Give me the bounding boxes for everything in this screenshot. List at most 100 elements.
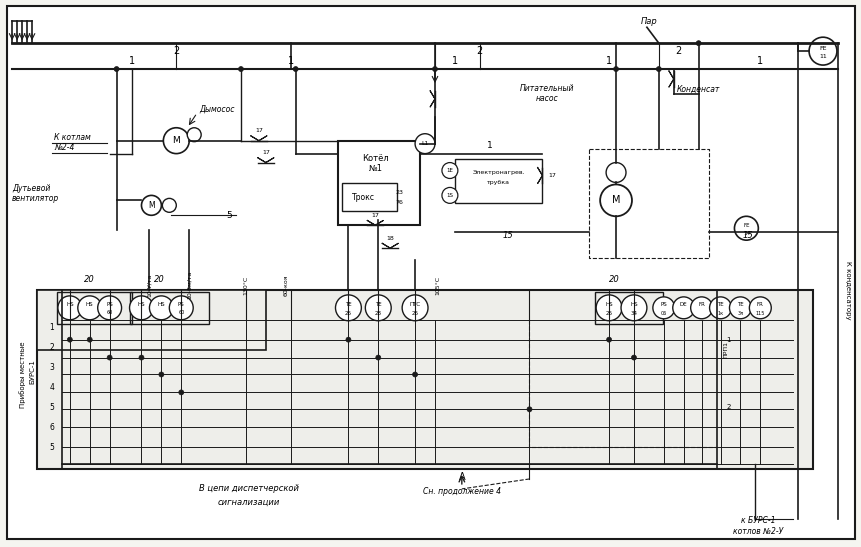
Text: сигнализации: сигнализации [218,497,280,507]
Text: 1: 1 [128,56,134,66]
Text: вентилятор: вентилятор [12,194,59,203]
Circle shape [652,297,674,319]
Circle shape [149,296,173,320]
Circle shape [526,407,531,412]
Text: БУРС-1: БУРС-1 [29,359,35,384]
Circle shape [107,355,112,360]
Circle shape [77,296,102,320]
Text: FE: FE [742,223,749,228]
Bar [342,183,397,211]
Circle shape [293,67,298,72]
Bar [37,290,265,350]
Circle shape [335,295,361,321]
Circle shape [596,295,622,321]
Text: Сн. продолжение 4: Сн. продолжение 4 [423,487,500,496]
Text: 60-коя: 60-коя [283,274,288,296]
Text: №2-4: №2-4 [54,143,74,152]
Circle shape [139,355,144,360]
Circle shape [402,295,428,321]
Text: 2: 2 [173,46,179,56]
Circle shape [412,372,417,377]
Text: котлов №2-У: котлов №2-У [733,527,783,536]
Bar [594,292,662,324]
Text: М: М [611,195,620,205]
Text: 1: 1 [486,141,492,150]
Text: 10-3м/та: 10-3м/та [187,271,191,299]
Text: 1к: 1к [716,311,722,316]
Text: PS: PS [660,302,666,307]
Circle shape [442,162,457,178]
Circle shape [709,297,731,319]
Text: 26: 26 [605,311,612,316]
Text: 2: 2 [675,46,681,56]
Bar [57,292,132,324]
Text: L1: L1 [421,141,428,146]
Text: 1: 1 [605,56,611,66]
Text: 17: 17 [255,128,263,133]
Text: PS: PS [106,302,113,307]
Text: 1S: 1S [446,193,453,198]
Text: 23: 23 [394,190,403,195]
Text: 10-У/та: 10-У/та [146,274,152,296]
Circle shape [238,67,243,72]
Text: №1: №1 [368,164,381,173]
Text: Котёл: Котёл [362,154,388,163]
Circle shape [375,355,381,360]
Bar [129,292,209,324]
Text: Электронагрев.: Электронагрев. [472,170,524,175]
Text: 11: 11 [818,54,826,59]
Circle shape [613,67,618,72]
Text: ТЕ: ТЕ [375,302,381,307]
Text: 1: 1 [725,336,730,342]
Circle shape [141,195,161,216]
Text: 18: 18 [386,236,393,241]
Circle shape [690,297,712,319]
Text: 17: 17 [262,150,269,155]
Text: к БУРС-1: к БУРС-1 [740,516,775,525]
Text: 5: 5 [226,211,232,220]
Text: 17: 17 [548,173,555,178]
Text: 15: 15 [742,231,753,240]
Text: 20: 20 [154,276,164,284]
Text: 60: 60 [178,310,184,315]
Text: 20: 20 [608,276,619,284]
Text: ПРП1: ПРП1 [722,341,728,358]
Circle shape [87,337,92,342]
Text: В цепи диспетчерской: В цепи диспетчерской [199,485,299,493]
Text: ТЕ: ТЕ [344,302,351,307]
Text: 130°С: 130°С [243,275,248,295]
Text: 28: 28 [375,311,381,316]
Text: 3: 3 [49,363,54,372]
Text: 105°С: 105°С [435,275,440,294]
Text: 20: 20 [84,276,95,284]
Text: НS: НS [66,302,73,307]
Circle shape [67,337,72,342]
Text: М: М [172,136,180,145]
Text: FR: FR [756,302,763,307]
Bar [338,141,419,225]
Text: М: М [148,201,155,210]
Text: Дымосос: Дымосос [199,104,234,113]
Circle shape [631,355,635,360]
Circle shape [606,337,610,342]
Bar [455,159,542,203]
Text: НS: НS [158,302,165,307]
Text: 17: 17 [371,213,379,218]
Circle shape [415,133,435,154]
Text: 1: 1 [49,323,54,332]
Text: НS: НS [86,302,94,307]
Text: TE: TE [716,302,723,307]
Text: Дутьевой: Дутьевой [12,184,51,193]
Circle shape [178,390,183,395]
Circle shape [169,296,193,320]
Circle shape [187,128,201,142]
Text: 5: 5 [49,443,54,452]
Text: 26: 26 [411,311,418,316]
Text: трубка: трубка [486,180,510,185]
Text: 60: 60 [107,310,113,315]
Text: К конденсатору: К конденсатору [844,260,850,319]
Circle shape [748,297,771,319]
Circle shape [97,296,121,320]
Text: А: А [458,472,465,482]
Circle shape [696,40,700,45]
